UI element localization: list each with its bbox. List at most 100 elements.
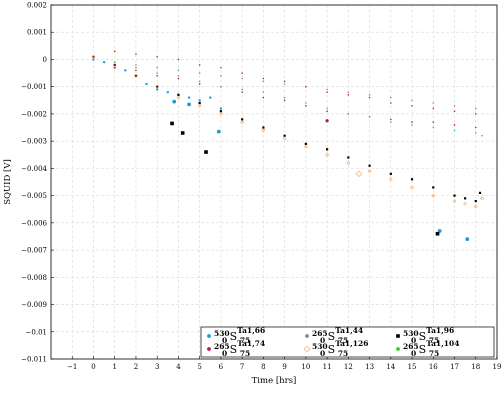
data-point <box>177 69 180 72</box>
legend-item: 265STa1,740 75 <box>207 339 265 358</box>
legend-label: 530STa1,96 <box>403 326 454 343</box>
data-point <box>177 93 180 96</box>
series-0 <box>92 58 470 242</box>
data-point <box>478 191 482 194</box>
legend-label-mass: 530 <box>403 329 419 338</box>
y-tick-label: −0.004 <box>21 165 47 173</box>
data-point <box>367 169 372 174</box>
data-point <box>368 115 371 118</box>
series-2 <box>92 55 482 236</box>
data-point <box>473 204 478 209</box>
outlier-point <box>204 150 208 154</box>
data-point <box>155 84 160 89</box>
data-point <box>474 132 477 134</box>
legend-label-subscript: 75 <box>240 349 250 358</box>
x-tick-label: 18 <box>471 363 480 371</box>
data-point <box>155 88 159 91</box>
data-point <box>390 96 392 99</box>
legend-label-mass: 530 <box>312 342 328 351</box>
data-point <box>112 65 117 70</box>
data-point <box>156 75 158 77</box>
legend-label-symbol: S <box>419 330 427 343</box>
x-tick-label: 3 <box>155 363 159 371</box>
y-tick-label: −0.007 <box>21 247 47 255</box>
plot-frame <box>50 4 498 360</box>
data-point <box>388 177 393 182</box>
data-point <box>241 91 243 93</box>
data-point <box>124 69 127 72</box>
data-point <box>197 103 202 108</box>
x-axis: −1 0 1 2 3 4 5 6 7 8 9 10 11 12 13 14 15 16 17 18 19 <box>67 356 501 371</box>
data-point <box>156 72 158 74</box>
data-point <box>368 164 371 167</box>
legend-label: 265STa1,74 <box>214 339 265 356</box>
legend-marker <box>396 347 400 351</box>
legend-label-sup: Ta1,96 <box>426 326 454 335</box>
outlier-point <box>325 119 329 123</box>
data-point <box>209 96 212 99</box>
data-point <box>198 72 201 74</box>
outlier-point <box>172 99 177 104</box>
data-point <box>102 60 106 64</box>
x-tick-label: 15 <box>408 363 417 371</box>
x-tick-label: 16 <box>429 363 438 371</box>
data-point <box>156 55 158 58</box>
legend-label-subscript: 75 <box>338 336 348 345</box>
y-tick-label: −0.006 <box>21 219 47 227</box>
data-point <box>283 83 286 85</box>
x-tick-label: 6 <box>219 363 224 371</box>
outlier-point <box>355 170 363 178</box>
x-tick-label: 19 <box>493 363 502 371</box>
data-point <box>474 107 477 110</box>
data-point <box>305 104 307 107</box>
data-point <box>305 85 307 88</box>
data-point <box>474 126 477 129</box>
x-tick-label: 14 <box>386 363 395 371</box>
y-tick-label: −0.001 <box>21 83 47 91</box>
legend-label-subscript: 75 <box>240 336 250 345</box>
legend-label-symbol: S <box>328 330 336 343</box>
data-point <box>432 121 435 123</box>
x-tick-label: −1 <box>67 363 77 371</box>
legend-label-subscript: 75 <box>429 336 439 345</box>
legend-label-sup: Ta1,44 <box>335 326 363 335</box>
data-point <box>326 110 328 112</box>
data-point <box>453 194 456 197</box>
data-point <box>390 102 392 104</box>
data-point <box>198 101 201 105</box>
data-point <box>463 201 468 206</box>
data-point <box>113 61 116 63</box>
legend-label-mass: 265 <box>214 342 230 351</box>
data-point <box>411 104 413 107</box>
data-point <box>262 80 265 83</box>
data-point <box>241 77 243 80</box>
data-point <box>325 148 329 151</box>
data-point <box>410 185 414 190</box>
legend-label-subscript: 75 <box>429 349 439 358</box>
data-point <box>431 193 436 198</box>
data-point <box>198 64 201 66</box>
series-5 <box>92 58 483 137</box>
y-tick-label: −0.003 <box>21 138 47 146</box>
x-tick-label: 9 <box>282 363 286 371</box>
legend-label-symbol: S <box>328 343 336 356</box>
data-point <box>411 121 413 123</box>
data-point <box>219 110 223 113</box>
data-point <box>113 50 116 53</box>
y-tick-label: −0.008 <box>21 274 47 282</box>
legend-label-subscript: 75 <box>338 349 348 358</box>
x-tick-label: 11 <box>323 363 332 371</box>
outlier-point <box>187 102 191 107</box>
legend-marker <box>305 334 309 338</box>
x-tick-label: 10 <box>301 363 310 371</box>
data-point <box>347 91 350 93</box>
data-point <box>390 118 392 121</box>
data-point <box>219 107 223 110</box>
data-point <box>411 99 413 102</box>
legend-marker <box>303 345 311 353</box>
legend-marker <box>207 334 211 338</box>
data-point <box>135 66 137 69</box>
legend-item: 530STa1,960 75 <box>396 326 454 345</box>
data-point <box>282 136 287 141</box>
